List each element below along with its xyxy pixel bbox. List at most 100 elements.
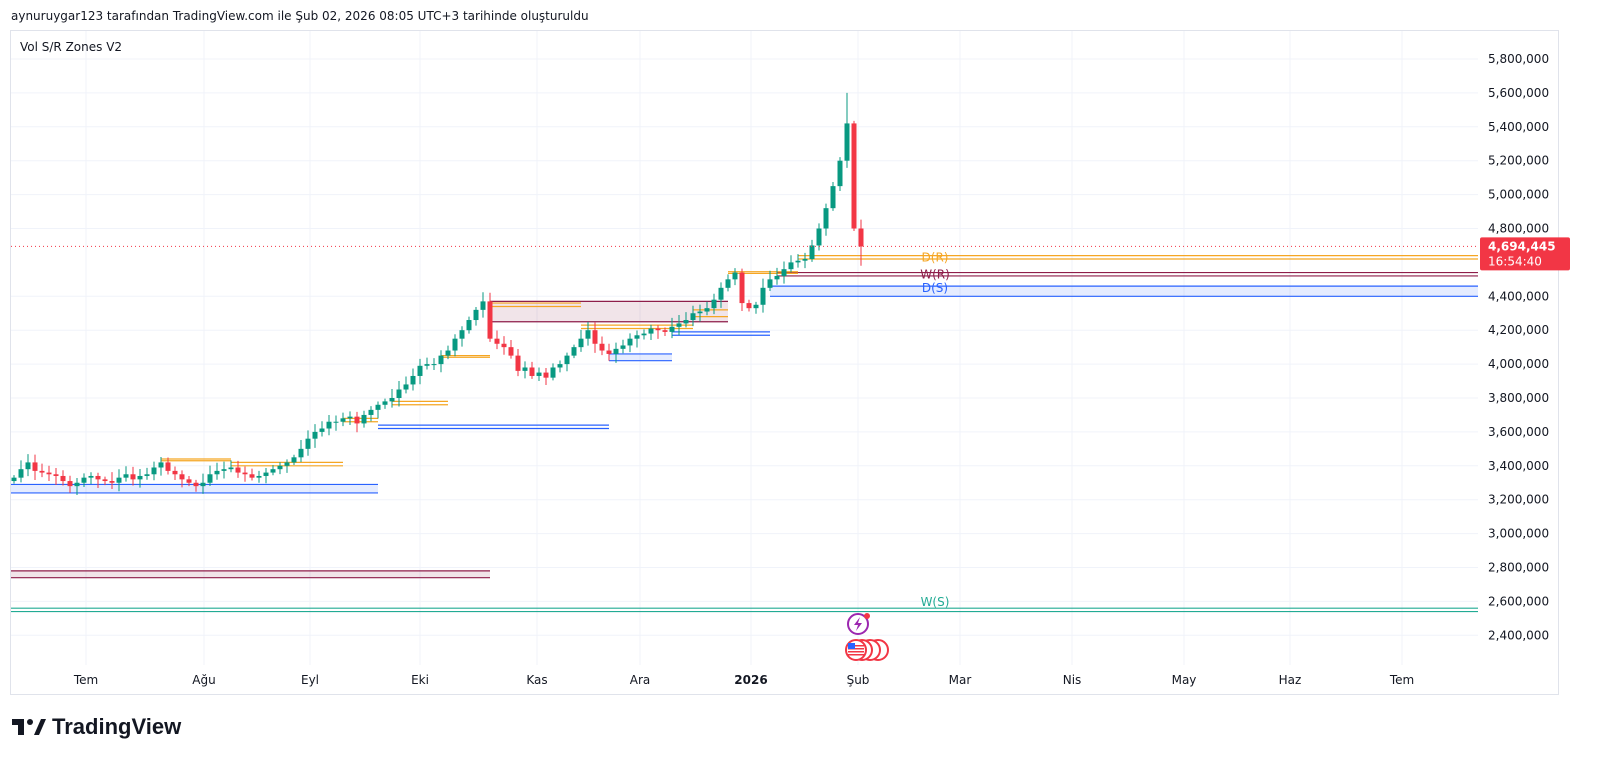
candle-body — [809, 245, 815, 260]
candle — [116, 469, 122, 492]
candle-body — [627, 338, 633, 346]
candle-body — [319, 428, 325, 432]
candle-body — [102, 479, 108, 482]
candle — [137, 469, 143, 488]
time-tick-label: Ara — [630, 673, 651, 687]
candle-body — [606, 350, 612, 354]
candle — [200, 473, 206, 494]
candle — [347, 411, 353, 425]
price-tick-label: 2,400,000 — [1488, 628, 1549, 642]
candle — [102, 476, 108, 486]
candle-body — [830, 186, 836, 209]
chart-frame[interactable] — [10, 30, 1559, 695]
candle-body — [389, 398, 395, 402]
candle — [746, 299, 752, 312]
candle-body — [480, 301, 486, 310]
candle-body — [144, 474, 150, 476]
time-tick-label: 2026 — [734, 673, 767, 687]
candle — [571, 344, 577, 359]
candle — [767, 270, 773, 292]
candle — [669, 317, 675, 339]
candle-body — [781, 269, 787, 276]
candle — [774, 267, 780, 285]
candle-body — [158, 462, 164, 468]
sr-zone-wr: W(R) — [777, 268, 1478, 282]
candle-body — [249, 474, 255, 478]
candle — [39, 463, 45, 478]
candle — [592, 322, 598, 353]
time-tick-label: Tem — [1389, 673, 1414, 687]
candle-body — [823, 208, 829, 229]
candle-body — [466, 320, 472, 331]
candle — [725, 274, 731, 292]
candle — [494, 330, 500, 350]
candle — [557, 360, 563, 373]
candle — [648, 324, 654, 341]
sr-zone — [161, 458, 231, 462]
sr-zone — [581, 324, 693, 330]
indicator-legend[interactable]: Vol S/R Zones V2 — [20, 40, 123, 54]
chart-caption: aynuruygar123 tarafından TradingView.com… — [11, 9, 589, 23]
candle — [179, 470, 185, 488]
candle — [676, 314, 682, 336]
candle-body — [774, 275, 780, 280]
sr-zone — [343, 417, 378, 423]
candle-body — [39, 470, 45, 473]
candle-body — [802, 259, 808, 261]
candle — [550, 363, 556, 381]
candle — [858, 219, 864, 266]
candle — [634, 330, 640, 348]
lightning-event-icon[interactable] — [847, 613, 870, 635]
flag-stripe — [848, 654, 864, 656]
candle — [46, 465, 52, 482]
candle — [466, 316, 472, 334]
candle-body — [228, 467, 234, 470]
candle-body — [95, 475, 101, 480]
candle-body — [81, 477, 87, 483]
zone-fill — [11, 484, 378, 493]
candle — [354, 411, 360, 433]
candle — [599, 336, 605, 356]
candle-body — [298, 448, 304, 458]
candle — [585, 321, 591, 346]
candle — [67, 475, 73, 493]
sr-zone — [693, 309, 728, 318]
price-tick-label: 3,800,000 — [1488, 391, 1549, 405]
candle — [627, 333, 633, 353]
candle-body — [53, 474, 59, 476]
candle-body — [613, 348, 619, 354]
candle-body — [340, 418, 346, 422]
candle-body — [683, 320, 689, 324]
candle-body — [662, 330, 668, 332]
candle-body — [137, 475, 143, 480]
sr-zone — [11, 570, 490, 579]
zone-fill — [770, 286, 1478, 297]
last-price-badge — [1480, 237, 1570, 271]
candle — [18, 460, 24, 483]
sr-zone — [609, 353, 672, 362]
sr-zone-ws: W(S) — [11, 595, 1478, 613]
us-economic-events-icon[interactable] — [845, 639, 889, 661]
candle-body — [312, 431, 318, 439]
candle — [53, 468, 59, 485]
candle — [452, 334, 458, 357]
candle — [739, 268, 745, 312]
candle-body — [620, 345, 626, 349]
candle-body — [207, 474, 213, 483]
candle-body — [851, 123, 857, 229]
candle — [438, 350, 444, 373]
candle — [697, 304, 703, 322]
candle — [25, 454, 31, 477]
candle — [795, 254, 801, 268]
time-tick-label: Eyl — [301, 673, 319, 687]
candle-body — [634, 335, 640, 339]
candle — [207, 465, 213, 486]
candle-body — [816, 228, 822, 246]
candle-body — [690, 313, 696, 321]
candle-body — [746, 303, 752, 309]
candle-body — [522, 367, 528, 371]
tradingview-logo[interactable]: TradingView — [12, 714, 181, 740]
candle — [270, 465, 276, 476]
candle-body — [844, 123, 850, 161]
